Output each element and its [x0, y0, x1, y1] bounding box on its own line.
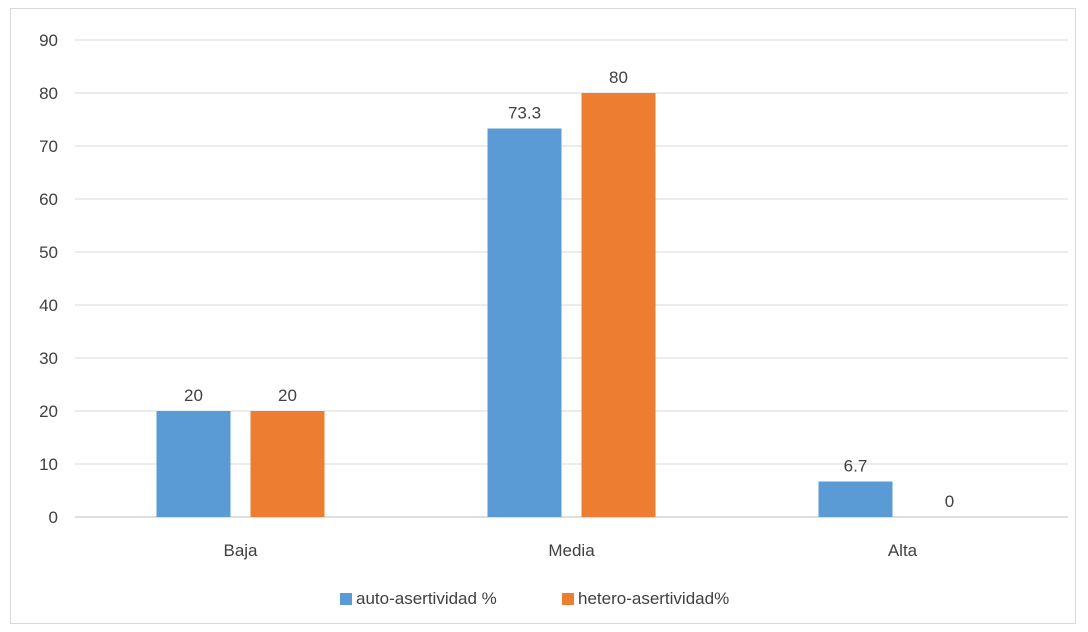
x-tick-label-alta: Alta — [888, 541, 918, 560]
y-tick-label: 50 — [39, 243, 58, 262]
bar-baja-series-2 — [250, 411, 325, 517]
x-tick-label-media: Media — [548, 541, 595, 560]
legend-label-series-2: hetero-asertividad% — [578, 589, 729, 608]
bar-alta-series-1 — [818, 481, 893, 517]
data-label: 80 — [609, 68, 628, 87]
x-tick-label-baja: Baja — [223, 541, 258, 560]
legend-swatch-series-1 — [340, 593, 352, 605]
legend-swatch-series-2 — [562, 593, 574, 605]
bar-media-series-1 — [487, 128, 562, 517]
data-label: 20 — [184, 386, 203, 405]
y-tick-label: 30 — [39, 349, 58, 368]
data-label: 6.7 — [844, 456, 868, 475]
data-label: 0 — [945, 492, 954, 511]
y-tick-label: 10 — [39, 455, 58, 474]
y-tick-label: 70 — [39, 137, 58, 156]
y-tick-label: 60 — [39, 190, 58, 209]
y-tick-label: 40 — [39, 296, 58, 315]
y-tick-label: 80 — [39, 84, 58, 103]
data-label: 73.3 — [508, 104, 541, 123]
y-tick-label: 90 — [39, 31, 58, 50]
legend-label-series-1: auto-asertividad % — [356, 589, 497, 608]
data-label: 20 — [278, 386, 297, 405]
y-tick-label: 20 — [39, 402, 58, 421]
y-tick-label: 0 — [49, 508, 58, 527]
bar-baja-series-1 — [156, 411, 231, 517]
bar-media-series-2 — [581, 93, 656, 517]
